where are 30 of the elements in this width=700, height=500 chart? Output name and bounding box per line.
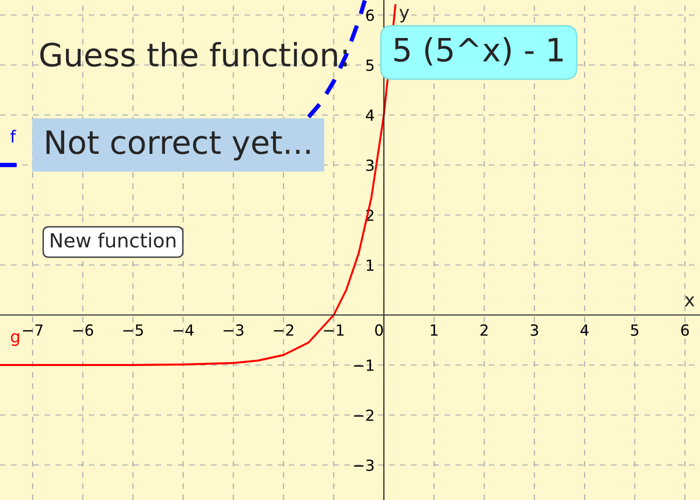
x-tick-label: 4 [580, 324, 589, 336]
x-axis-title: x [684, 296, 694, 306]
x-tick-label: 0 [375, 324, 383, 336]
annotation: Guess the function: [40, 42, 347, 67]
annotation: Not correct yet... [46, 130, 310, 160]
y-tick-label: −2 [354, 409, 374, 421]
x-tick-label: 5 [631, 324, 638, 336]
x-tick-label: 3 [530, 324, 538, 336]
y-tick-label: 3 [366, 159, 374, 172]
x-tick-label: −1 [324, 324, 344, 336]
y-tick-label: 4 [366, 110, 374, 121]
series-label: f [10, 130, 16, 142]
x-tick-label: −3 [224, 324, 244, 336]
series-label: g [10, 333, 20, 346]
y-tick-label: 1 [366, 260, 374, 271]
x-tick-label: 6 [681, 324, 689, 336]
x-tick-label: −5 [123, 324, 143, 336]
y-tick-label: −3 [354, 459, 374, 472]
y-axis-title: y [399, 8, 410, 22]
x-tick-label: −4 [174, 324, 194, 336]
y-tick-label: 5 [366, 60, 374, 72]
annotation: 5 (5^x) - 1 [394, 37, 563, 66]
x-tick-label: 1 [430, 324, 438, 336]
y-tick-label: −1 [354, 360, 374, 371]
annotation: New function [50, 232, 176, 248]
x-tick-label: 2 [480, 324, 488, 336]
x-tick-label: −7 [22, 324, 43, 336]
x-tick-label: −2 [274, 324, 294, 336]
y-tick-label: 6 [366, 9, 374, 22]
x-tick-label: −6 [73, 324, 94, 336]
